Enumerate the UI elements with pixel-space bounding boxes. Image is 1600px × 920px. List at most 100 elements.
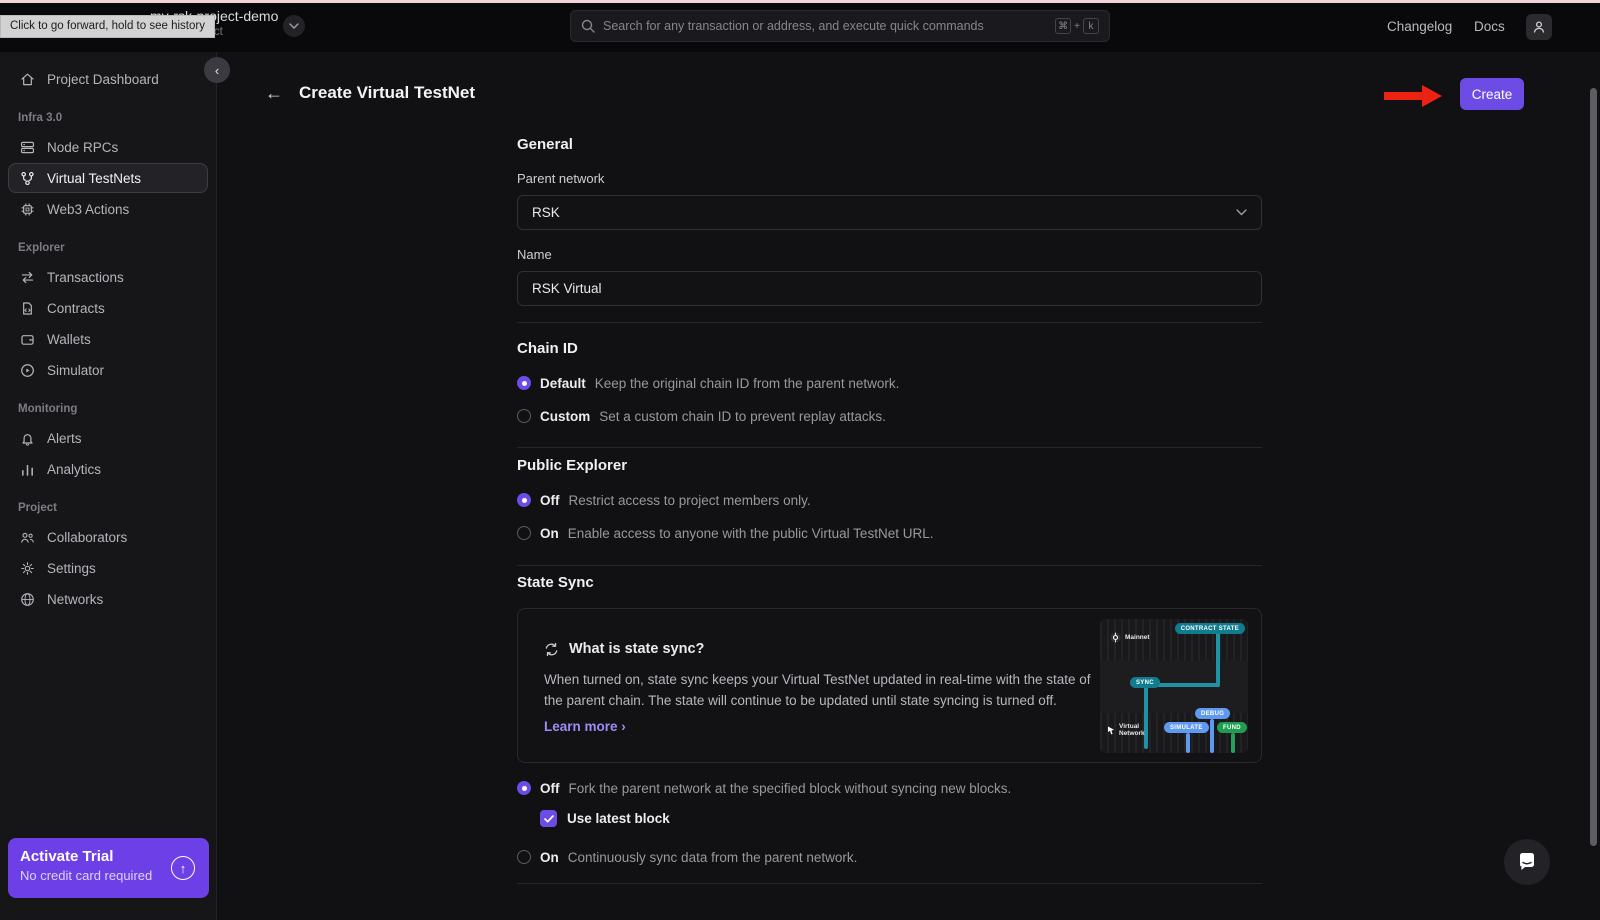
chevron-down-icon [1236, 209, 1247, 216]
sidebar-item-label: Web3 Actions [47, 201, 130, 217]
sidebar-collapse-button[interactable]: ‹ [204, 57, 230, 83]
name-label: Name [517, 247, 552, 262]
divider [517, 565, 1262, 566]
radio-selected-icon[interactable] [517, 493, 531, 507]
option-desc: Set a custom chain ID to prevent replay … [599, 408, 886, 424]
radio-icon[interactable] [517, 409, 531, 423]
state-sync-option-on[interactable]: On Continuously sync data from the paren… [517, 849, 857, 865]
sidebar-item-label: Node RPCs [47, 139, 119, 155]
user-icon [1533, 21, 1545, 33]
chevron-down-icon [289, 23, 299, 29]
learn-more-label: Learn more [544, 719, 618, 734]
cmd-key-badge: ⌘ [1055, 18, 1072, 34]
sidebar-item-label: Simulator [47, 362, 105, 378]
option-desc: Continuously sync data from the parent n… [567, 849, 858, 865]
divider [517, 322, 1262, 323]
radio-icon[interactable] [517, 526, 531, 540]
state-sync-illustration: Mainnet CONTRACT STATE SYNC SIMULATE DEB… [1100, 619, 1248, 753]
contract-file-icon [23, 301, 32, 315]
main-panel: ← Create Virtual TestNet Create General … [217, 52, 1600, 920]
trial-subtitle: No credit card required [20, 868, 153, 883]
back-arrow-button[interactable]: ← [265, 83, 283, 103]
simulate-line [1186, 733, 1190, 753]
state-sync-option-off[interactable]: Off Fork the parent network at the speci… [517, 780, 1011, 796]
learn-more-link[interactable]: Learn more › [544, 719, 626, 734]
divider [517, 447, 1262, 448]
section-label-explorer: Explorer [18, 242, 65, 254]
docs-link[interactable]: Docs [1474, 19, 1505, 34]
people-icon [21, 532, 34, 543]
page-scrollbar[interactable] [1590, 88, 1597, 846]
cursor-icon [1108, 726, 1114, 734]
sidebar-item-node-rpcs[interactable]: Node RPCs [8, 132, 208, 162]
sidebar-item-virtual-testnets[interactable]: Virtual TestNets [8, 163, 208, 193]
option-label: On [540, 849, 559, 865]
parent-network-label: Parent network [517, 171, 605, 186]
radio-selected-icon[interactable] [517, 376, 531, 390]
state-sync-heading: State Sync [517, 574, 594, 591]
sidebar-item-label: Settings [47, 560, 96, 576]
sync-line-vertical [1216, 629, 1220, 685]
project-chevron-button[interactable] [283, 15, 305, 37]
use-latest-block-option[interactable]: Use latest block [540, 810, 670, 827]
chip-icon [21, 203, 34, 215]
search-icon [581, 19, 595, 33]
chevron-right-icon: › [621, 719, 626, 734]
chat-widget-button[interactable] [1504, 839, 1550, 885]
sidebar-item-networks[interactable]: Networks [8, 584, 208, 614]
name-input[interactable] [532, 281, 1247, 296]
sidebar-item-alerts[interactable]: Alerts [8, 423, 208, 453]
option-label: Off [540, 492, 560, 508]
activate-trial-card[interactable]: Activate Trial No credit card required ↑ [8, 838, 209, 898]
radio-icon[interactable] [517, 850, 531, 864]
divider [517, 883, 1262, 884]
sidebar-item-collaborators[interactable]: Collaborators [8, 522, 208, 552]
search-input[interactable] [603, 19, 1056, 33]
state-sync-card-body: When turned on, state sync keeps your Vi… [544, 672, 1091, 708]
checkbox-checked-icon[interactable] [540, 810, 557, 827]
sidebar-item-transactions[interactable]: Transactions [8, 262, 208, 292]
name-field-wrap [517, 271, 1262, 306]
create-button[interactable]: Create [1460, 78, 1524, 110]
page-title: Create Virtual TestNet [299, 83, 476, 102]
parent-network-value: RSK [532, 205, 560, 220]
browser-tooltip: Click to go forward, hold to see history [0, 15, 215, 38]
virtual-network-band [1100, 713, 1248, 753]
sidebar-item-project-dashboard[interactable]: Project Dashboard [8, 64, 208, 94]
option-desc: Keep the original chain ID from the pare… [594, 375, 900, 391]
sidebar-item-label: Transactions [47, 269, 124, 285]
option-label: Default [540, 375, 586, 391]
contract-state-badge: CONTRACT STATE [1174, 623, 1245, 634]
sync-line-down [1144, 683, 1148, 749]
public-explorer-option-off[interactable]: Off Restrict access to project members o… [517, 492, 811, 508]
global-search[interactable]: ⌘ + k [570, 10, 1110, 42]
annotation-red-arrow [1384, 85, 1442, 107]
public-explorer-option-on[interactable]: On Enable access to anyone with the publ… [517, 525, 933, 541]
sidebar: Project Dashboard Infra 3.0 Node RPCs Vi… [0, 52, 217, 920]
option-desc: Fork the parent network at the specified… [568, 780, 1012, 796]
wallet-icon [21, 334, 34, 345]
state-sync-info-card: What is state sync? When turned on, stat… [517, 608, 1262, 763]
transactions-icon [21, 271, 34, 283]
sidebar-item-analytics[interactable]: Analytics [8, 454, 208, 484]
sidebar-item-web3-actions[interactable]: Web3 Actions [8, 194, 208, 224]
chain-id-option-custom[interactable]: Custom Set a custom chain ID to prevent … [517, 408, 886, 424]
section-label-infra: Infra 3.0 [18, 112, 63, 124]
topbar: my-rsk-project-demo my-rsk-project ⌘ + k… [0, 3, 1600, 52]
general-heading: General [517, 136, 573, 153]
sidebar-item-label: Project Dashboard [47, 71, 159, 87]
account-button[interactable] [1526, 14, 1552, 40]
shortcut-plus: + [1074, 20, 1080, 32]
parent-network-select[interactable]: RSK [517, 195, 1262, 230]
simulate-badge: SIMULATE [1164, 722, 1209, 733]
bell-icon [22, 433, 33, 446]
sidebar-item-simulator[interactable]: Simulator [8, 355, 208, 385]
changelog-link[interactable]: Changelog [1387, 19, 1453, 34]
sidebar-item-contracts[interactable]: Contracts [8, 293, 208, 323]
fund-line [1231, 733, 1235, 753]
chain-id-option-default[interactable]: Default Keep the original chain ID from … [517, 375, 899, 391]
radio-selected-icon[interactable] [517, 781, 531, 795]
sync-line-horizontal [1144, 683, 1220, 687]
sidebar-item-wallets[interactable]: Wallets [8, 324, 208, 354]
sidebar-item-settings[interactable]: Settings [8, 553, 208, 583]
